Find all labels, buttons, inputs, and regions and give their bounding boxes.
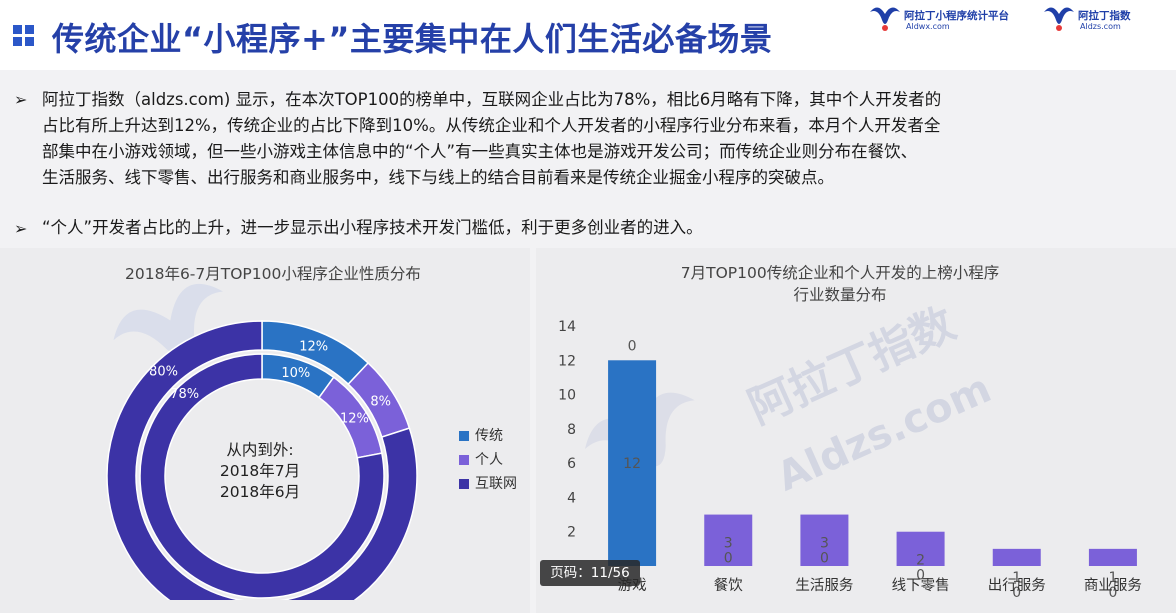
y-tick-label: 2	[567, 525, 576, 541]
donut-slice-outer	[106, 320, 418, 600]
bar	[608, 360, 657, 566]
legend-label: 互联网	[475, 476, 517, 492]
grid-icon	[13, 25, 35, 47]
page-title: 传统企业“小程序+”主要集中在人们生活必备场景	[52, 20, 773, 58]
bar-value-label: 0	[916, 568, 925, 584]
header-bar	[0, 0, 1176, 70]
donut-slice-inner	[139, 353, 385, 599]
donut-slice-label: 8%	[370, 395, 391, 410]
y-tick-label: 10	[558, 388, 576, 404]
x-category-label: 线下零售	[892, 577, 950, 594]
bar	[1088, 548, 1137, 566]
donut-center-label-line: 从内到外:	[226, 441, 294, 459]
y-tick-label: 12	[558, 353, 576, 369]
bar-value-label: 0	[628, 338, 637, 354]
bar-chart-title-line: 7月TOP100传统企业和个人开发的上榜小程序	[680, 264, 1000, 282]
donut-center-label-line: 2018年6月	[219, 483, 301, 501]
bar	[896, 531, 945, 566]
bar-value-label: 12	[623, 456, 641, 472]
aldzs-logo-name: 阿拉丁指数	[1078, 10, 1131, 22]
donut-chart-title: 2018年6-7月TOP100小程序企业性质分布	[125, 265, 421, 283]
legend-label: 传统	[475, 428, 503, 444]
donut-center-label-line: 2018年7月	[219, 462, 301, 480]
paragraph-1-line: 生活服务、线下零售、出行服务和商业服务中，线下与线上的结合目前看来是传统企业掘金…	[42, 168, 834, 187]
bar-value-label: 1	[1108, 570, 1117, 586]
donut-slice-label: 12%	[340, 411, 369, 426]
aldwx-logo-name: 阿拉丁小程序统计平台	[904, 10, 1009, 22]
y-tick-label: 6	[567, 456, 576, 472]
aldwx-logo-icon	[870, 7, 900, 31]
legend-item-internet: 互联网	[459, 473, 517, 493]
paragraph-1: 阿拉丁指数（aldzs.com) 显示，在本次TOP100的榜单中，互联网企业占…	[42, 87, 1152, 191]
bullet-icon: ➢	[14, 90, 28, 109]
aldwx-logo-url: Aldwx.com	[906, 22, 950, 31]
bar-value-label: 0	[820, 551, 829, 567]
bar-chart: 1412108642120游戏30餐饮30生活服务20线下零售10出行服务10商…	[558, 319, 1142, 601]
x-category-label: 生活服务	[795, 577, 853, 594]
bar-value-label: 0	[1108, 585, 1117, 601]
bar-value-label: 1	[1012, 570, 1021, 586]
bar-chart-title-line: 行业数量分布	[793, 286, 887, 304]
donut-center-label: 从内到外: 2018年7月 2018年6月	[205, 440, 315, 503]
donut-slice-label: 78%	[170, 387, 199, 402]
donut-slice-label: 80%	[149, 364, 178, 379]
aldzs-logo-icon	[1044, 7, 1074, 31]
page-number-badge: 页码：11/56	[540, 560, 640, 586]
y-tick-label: 14	[558, 319, 576, 335]
x-category-label: 商业服务	[1084, 577, 1142, 594]
x-category-label: 餐饮	[714, 577, 743, 594]
bar-value-label: 0	[1012, 585, 1021, 601]
bar-value-label: 2	[916, 553, 925, 569]
donut-slice-label: 12%	[299, 339, 328, 354]
y-tick-label: 4	[567, 490, 576, 506]
bar	[800, 514, 849, 566]
legend-item-traditional: 传统	[459, 425, 503, 445]
bar	[704, 514, 753, 566]
donut-slice-label: 10%	[281, 366, 310, 381]
paragraph-1-line: 占比有所上升达到12%，传统企业的占比下降到10%。从传统企业和个人开发者的小程…	[42, 116, 941, 135]
paragraph-2: “个人”开发者占比的上升，进一步显示出小程序技术开发门槛低，利于更多创业者的进入…	[42, 218, 703, 237]
bullet-icon: ➢	[14, 219, 28, 238]
bar-chart-title: 7月TOP100传统企业和个人开发的上榜小程序 行业数量分布	[660, 262, 1020, 306]
donut-chart-panel	[0, 248, 530, 613]
donut-chart: 10%12%78%12%8%80%	[106, 320, 418, 600]
legend-item-individual: 个人	[459, 449, 503, 469]
bar	[992, 548, 1041, 566]
x-category-label: 出行服务	[988, 577, 1046, 594]
y-tick-label: 8	[567, 422, 576, 438]
bar-value-label: 0	[724, 551, 733, 567]
aldzs-logo-url: Aldzs.com	[1080, 22, 1121, 31]
paragraph-1-line: 阿拉丁指数（aldzs.com) 显示，在本次TOP100的榜单中，互联网企业占…	[42, 90, 942, 109]
bar-value-label: 3	[724, 536, 733, 552]
legend-label: 个人	[475, 452, 503, 468]
paragraph-1-line: 部集中在小游戏领域，但一些小游戏主体信息中的“个人”有一些真实主体也是游戏开发公…	[42, 142, 918, 161]
bar-value-label: 3	[820, 536, 829, 552]
